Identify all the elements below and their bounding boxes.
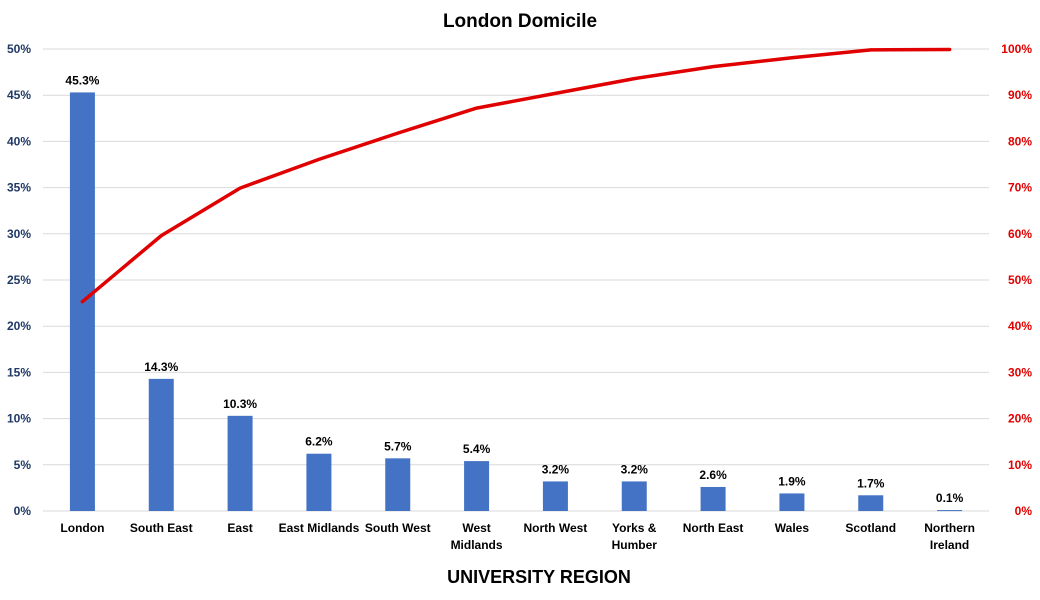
left-tick-label: 50% (7, 42, 31, 56)
right-tick-label: 60% (1008, 227, 1032, 241)
left-tick-label: 5% (14, 458, 32, 472)
category-label: North East (683, 521, 744, 535)
category-labels: London South East East East Midlands South W… (60, 521, 974, 552)
bar (148, 378, 174, 511)
category-label: East (227, 521, 252, 535)
data-label: 5.7% (384, 439, 412, 453)
category-label: Northern Ireland (924, 521, 975, 552)
data-label: 6.2% (305, 435, 333, 449)
right-axis-ticks: 0% 10% 20% 30% 40% 50% 60% 70% 80% 90% 100% (1001, 42, 1032, 518)
category-label: West Midlands (451, 521, 503, 552)
bar (779, 493, 805, 511)
data-label: 0.1% (936, 491, 964, 505)
left-tick-label: 10% (7, 412, 31, 426)
gridlines (43, 48, 989, 512)
bar (858, 495, 884, 511)
category-label: South West (365, 521, 431, 535)
left-tick-label: 0% (14, 504, 32, 518)
right-tick-label: 80% (1008, 134, 1032, 148)
cumulative-line (80, 47, 952, 304)
right-tick-label: 20% (1008, 412, 1032, 426)
chart-title: London Domicile (443, 11, 597, 32)
right-tick-label: 30% (1008, 365, 1032, 379)
bar (621, 481, 647, 511)
left-tick-label: 30% (7, 227, 31, 241)
category-label: Wales (775, 521, 810, 535)
category-label: Yorks & Humber (612, 521, 658, 552)
bar (542, 481, 568, 511)
data-label: 1.9% (778, 474, 806, 488)
bar (306, 453, 332, 511)
data-labels: 45.3% 14.3% 10.3% 6.2% 5.7% 5.4% 3.2% 3.2% 2.6% 1… (65, 73, 963, 505)
right-tick-label: 100% (1001, 42, 1032, 56)
category-label: North West (524, 521, 588, 535)
category-label: London (60, 521, 104, 535)
left-tick-label: 35% (7, 181, 31, 195)
right-tick-label: 50% (1008, 273, 1032, 287)
cumulative-line-series (80, 47, 952, 304)
bar (464, 461, 490, 511)
left-tick-label: 40% (7, 134, 31, 148)
data-label: 3.2% (542, 462, 570, 476)
right-tick-label: 40% (1008, 319, 1032, 333)
data-label: 3.2% (621, 462, 649, 476)
category-label: Scotland (845, 521, 896, 535)
x-axis-title: UNIVERSITY REGION (447, 567, 631, 587)
data-label: 45.3% (65, 73, 99, 87)
right-tick-label: 10% (1008, 458, 1032, 472)
category-label: South East (130, 521, 193, 535)
data-label: 1.7% (857, 476, 885, 490)
data-label: 5.4% (463, 442, 491, 456)
right-tick-label: 70% (1008, 181, 1032, 195)
bar (700, 486, 726, 511)
left-tick-label: 25% (7, 273, 31, 287)
right-tick-label: 0% (1015, 504, 1033, 518)
left-tick-label: 45% (7, 88, 31, 102)
bar (385, 458, 411, 511)
data-label: 14.3% (144, 360, 178, 374)
bar-series (69, 92, 963, 512)
left-tick-label: 20% (7, 319, 31, 333)
bar (937, 510, 963, 512)
data-label: 10.3% (223, 397, 257, 411)
bar (227, 415, 253, 511)
left-axis-ticks: 0% 5% 10% 15% 20% 25% 30% 35% 40% 45% 50% (7, 42, 31, 518)
data-label: 2.6% (699, 468, 727, 482)
right-tick-label: 90% (1008, 88, 1032, 102)
left-tick-label: 15% (7, 365, 31, 379)
category-label: East Midlands (279, 521, 360, 535)
